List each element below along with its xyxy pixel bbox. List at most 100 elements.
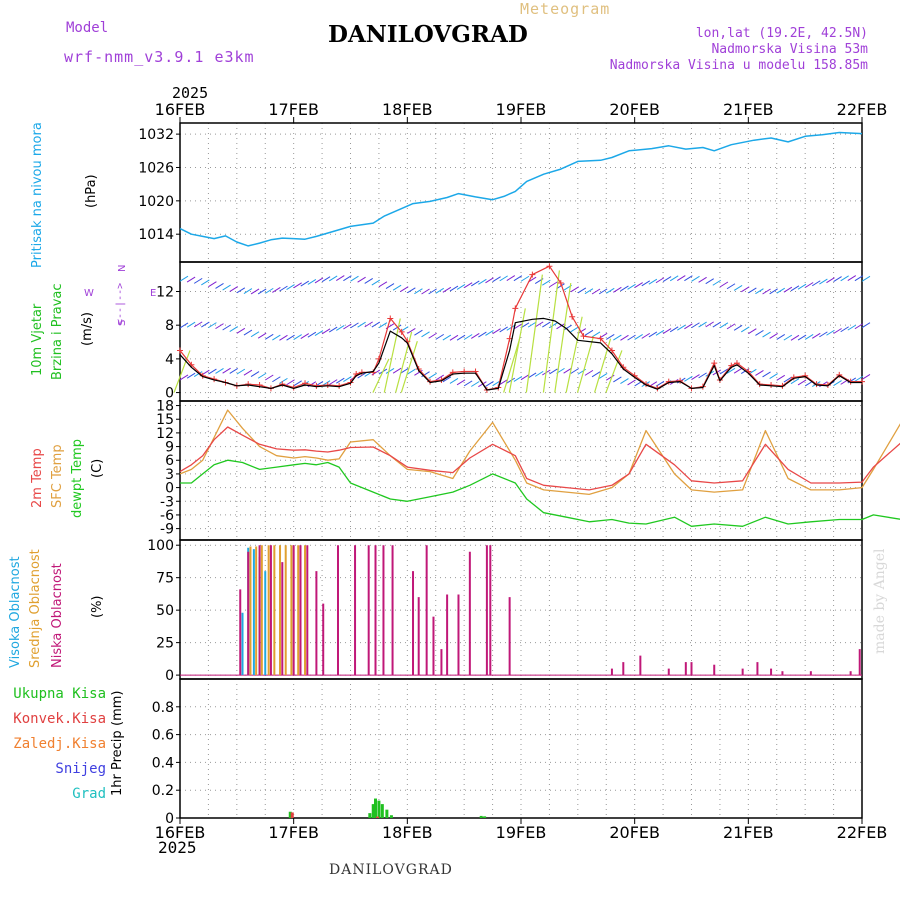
- wind-barb: [193, 371, 203, 377]
- wind-barb: [478, 278, 487, 285]
- wind-barb: [740, 286, 750, 293]
- x-tick-label-top: 20FEB: [609, 100, 660, 119]
- wind-barb: [435, 287, 445, 294]
- wind-barb: [691, 374, 700, 381]
- wind-barb: [499, 275, 508, 282]
- wind-barb: [485, 330, 494, 336]
- wind-barb: [236, 368, 246, 375]
- y-tick-label: 0.6: [152, 728, 174, 744]
- precip-conv-label: Konvek.Kisa: [13, 711, 106, 727]
- x-tick-label-bottom: 17FEB: [268, 823, 319, 842]
- wind-speed-marker: [557, 280, 564, 287]
- wind-barb: [584, 369, 594, 376]
- wind-barb: [513, 323, 523, 330]
- wind-barb: [435, 374, 445, 381]
- wind-barb: [620, 334, 629, 341]
- wind-barb: [627, 334, 636, 341]
- wind-barb: [513, 275, 523, 282]
- y-tick-label: 0: [165, 481, 174, 497]
- wind-barb: [215, 367, 224, 374]
- wind-barb: [840, 275, 849, 282]
- wind-barb: [314, 330, 324, 336]
- wind-barb: [293, 282, 302, 289]
- wind-barb: [463, 380, 473, 387]
- y-tick-label: 4: [165, 352, 174, 368]
- wind-barb: [627, 379, 636, 386]
- wind-speed-marker: [529, 271, 536, 278]
- wind-speed-marker: [324, 381, 331, 388]
- wind-barb: [677, 275, 686, 281]
- wind-barb: [605, 374, 615, 381]
- y-tick-label: 12: [156, 284, 174, 300]
- wind-barb: [399, 286, 409, 293]
- wind-barb: [286, 334, 295, 341]
- wind-barb: [257, 372, 267, 379]
- wind-barb: [222, 324, 231, 331]
- wind-barb: [336, 275, 345, 281]
- wind-barb: [286, 284, 295, 290]
- wind-barb: [570, 286, 579, 293]
- x-tick-label-bottom: 21FEB: [723, 823, 774, 842]
- wind-barb: [804, 333, 814, 340]
- wind-barb: [463, 334, 473, 340]
- wind-barb: [236, 327, 246, 334]
- x-tick-label-top: 21FEB: [723, 100, 774, 119]
- wind-barb: [328, 275, 338, 282]
- wind-mean-line: [179, 317, 862, 391]
- page-title: DANILOVGRAD: [328, 21, 528, 48]
- wind-barb: [634, 282, 643, 289]
- wind-barb: [222, 284, 231, 291]
- wind-hatch: [508, 308, 526, 393]
- wind-hatch: [576, 335, 595, 393]
- x-tick-label-top: 19FEB: [496, 100, 547, 119]
- temp-2m-line: [179, 426, 900, 491]
- wind-barb: [705, 321, 714, 328]
- wind-barb: [790, 334, 800, 341]
- wind-barb: [343, 376, 352, 383]
- wind-barb: [854, 375, 864, 382]
- wind-barb: [641, 332, 651, 339]
- y-tick-label: 18: [156, 399, 174, 415]
- wind-barb: [229, 368, 238, 374]
- wind-barb: [350, 275, 359, 282]
- y-tick-label: 15: [156, 412, 174, 428]
- wind-barb: [812, 332, 821, 339]
- y-tick-label: 8: [165, 318, 174, 334]
- y-tick-label: 25: [156, 636, 174, 652]
- wind-barb: [783, 286, 793, 293]
- wind-barb: [243, 369, 253, 376]
- wind-barb: [435, 333, 445, 340]
- wind-barb: [840, 326, 849, 333]
- wind-compass-e: E: [150, 288, 157, 299]
- wind-barb: [378, 281, 388, 288]
- wind-barb: [485, 277, 494, 284]
- wind-hatch: [173, 350, 191, 393]
- wind-barb: [861, 275, 871, 282]
- wind-barb: [755, 370, 764, 376]
- wind-barb: [336, 377, 345, 384]
- wind-barb: [279, 334, 288, 341]
- y-tick-label: 3: [165, 467, 174, 483]
- wind-speed-marker: [569, 313, 576, 320]
- precip-hail-label: Grad: [72, 786, 106, 802]
- wind-barb: [399, 368, 409, 374]
- y-tick-label: 6: [165, 453, 174, 469]
- x-tick-label-top: 16FEB: [155, 100, 206, 119]
- model-elevation-label: Nadmorska Visina u modelu 158.85m: [609, 58, 868, 73]
- x-tick-label-bottom: 19FEB: [496, 823, 547, 842]
- wind-barb: [684, 275, 693, 282]
- wind-barb: [769, 373, 778, 380]
- wind-barb: [534, 321, 544, 328]
- wind-barb: [733, 284, 743, 291]
- wind-barb: [797, 334, 807, 341]
- wind-barb: [449, 285, 459, 292]
- wind-barb: [186, 372, 196, 379]
- y-tick-label: 100: [147, 538, 174, 554]
- wind-barb: [407, 287, 416, 294]
- wind-barb: [655, 277, 665, 284]
- wind-barb: [804, 282, 814, 288]
- wind-speed-marker: [512, 305, 519, 312]
- wind-barb: [264, 287, 274, 294]
- wind-barb: [769, 332, 778, 339]
- wind-barb: [257, 332, 267, 339]
